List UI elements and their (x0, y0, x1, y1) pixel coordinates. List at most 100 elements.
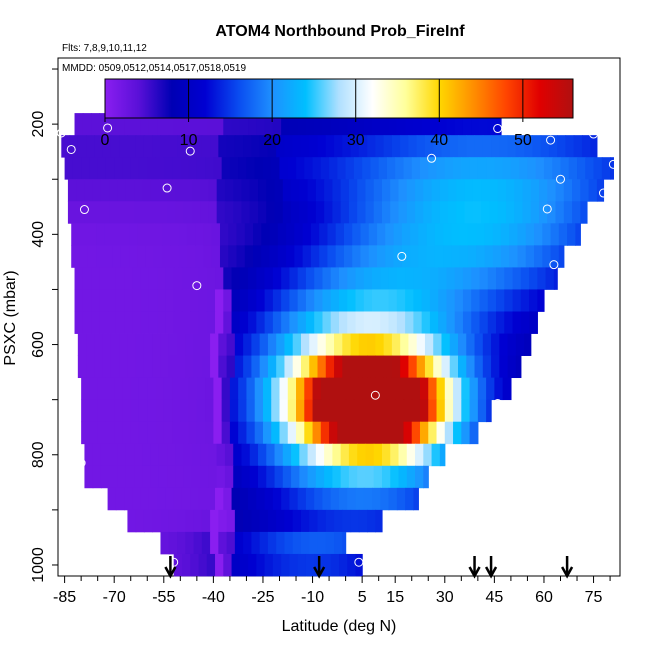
heatmap-cell (168, 135, 178, 158)
heatmap-cell (317, 355, 327, 379)
heatmap-cell (381, 201, 391, 224)
heatmap-cell (157, 487, 167, 511)
heatmap-cell (81, 157, 91, 180)
heatmap-cell (355, 311, 365, 334)
heatmap-cell (444, 399, 454, 423)
heatmap-cell (180, 157, 190, 180)
heatmap-cell (327, 223, 337, 246)
heatmap-cell (115, 267, 125, 290)
heatmap-cell (100, 465, 110, 489)
heatmap-cell (491, 355, 500, 379)
heatmap-cell (314, 487, 324, 511)
heatmap-cell (365, 443, 375, 467)
heatmap-cell (358, 333, 368, 356)
heatmap-cell (433, 135, 443, 158)
heatmap-cell (362, 421, 372, 445)
heatmap-cell (558, 223, 568, 246)
heatmap-cell (195, 223, 205, 246)
heatmap-cell (94, 333, 104, 356)
heatmap-cell (355, 267, 365, 290)
heatmap-cell (234, 333, 244, 356)
heatmap-cell (461, 421, 471, 445)
heatmap-cell (419, 157, 429, 180)
heatmap-cell (489, 179, 499, 202)
heatmap-cell (248, 311, 257, 334)
heatmap-cell (297, 311, 307, 334)
heatmap-cell (419, 421, 429, 445)
heatmap-cell (211, 245, 221, 268)
heatmap-cell (400, 355, 410, 379)
heatmap-cell (315, 443, 325, 467)
heatmap-cell (81, 421, 91, 445)
heatmap-cell (142, 465, 152, 489)
heatmap-cell (120, 223, 130, 246)
heatmap-cell (186, 245, 196, 268)
heatmap-cell (276, 355, 286, 379)
heatmap-cell (500, 223, 510, 246)
heatmap-cell (284, 531, 294, 555)
heatmap-cell (421, 113, 431, 136)
heatmap-cell (147, 377, 157, 401)
heatmap-cell (256, 113, 266, 136)
heatmap-cell (343, 223, 353, 246)
heatmap-cell (530, 179, 540, 202)
flight-point (546, 135, 556, 145)
heatmap-cell (229, 421, 239, 445)
heatmap-cell (429, 289, 439, 312)
heatmap-cell (297, 267, 307, 290)
heatmap-cell (183, 179, 193, 202)
heatmap-cell (203, 245, 213, 268)
heatmap-cell (517, 245, 527, 268)
heatmap-cell (585, 157, 595, 180)
heatmap-cell (241, 179, 251, 202)
heatmap-cell (324, 465, 333, 489)
heatmap-cell (581, 135, 591, 158)
heatmap-cell (512, 267, 522, 290)
heatmap-cell (210, 531, 219, 555)
heatmap-cell (304, 399, 314, 423)
heatmap-cell (158, 201, 168, 224)
heatmap-cell (249, 179, 259, 202)
heatmap-cell (507, 333, 517, 356)
heatmap-cell (264, 289, 274, 312)
heatmap-cell (492, 245, 502, 268)
heatmap-cell (259, 355, 269, 379)
heatmap-cell (428, 377, 438, 401)
heatmap-cell (385, 223, 395, 246)
location-arrow (313, 556, 326, 579)
heatmap-cell (181, 553, 191, 577)
heatmap-cell (363, 311, 373, 334)
flight-point (608, 159, 618, 169)
heatmap-cell (449, 135, 459, 158)
heatmap-cell (289, 553, 299, 577)
heatmap-cell (357, 201, 367, 224)
heatmap-cell (183, 465, 193, 489)
heatmap-cell (134, 201, 143, 224)
heatmap-cell (181, 267, 191, 290)
heatmap-cell (183, 443, 193, 467)
heatmap-cell (429, 113, 439, 136)
heatmap-cell (193, 509, 203, 533)
heatmap-cell (395, 377, 405, 401)
heatmap-cell (482, 135, 492, 158)
heatmap-cell (396, 487, 406, 511)
heatmap-cell (373, 201, 383, 224)
flight-point (427, 153, 437, 163)
heatmap-cell (464, 201, 474, 224)
heatmap-cell (243, 135, 252, 158)
heatmap-cell (110, 355, 120, 379)
heatmap-cell (218, 333, 228, 356)
heatmap-cell (593, 157, 603, 180)
heatmap-cell (461, 157, 471, 180)
heatmap-cell (258, 179, 267, 202)
heatmap-cell (565, 135, 575, 158)
heatmap-cell (466, 135, 476, 158)
heatmap-cell (403, 157, 413, 180)
heatmap-cell (441, 355, 451, 379)
heatmap-cell (91, 289, 100, 312)
heatmap-cell (148, 267, 158, 290)
heatmap-cell (130, 399, 140, 423)
heatmap-cell (74, 311, 84, 334)
heatmap-cell (347, 267, 357, 290)
heatmap-cell (117, 443, 127, 467)
